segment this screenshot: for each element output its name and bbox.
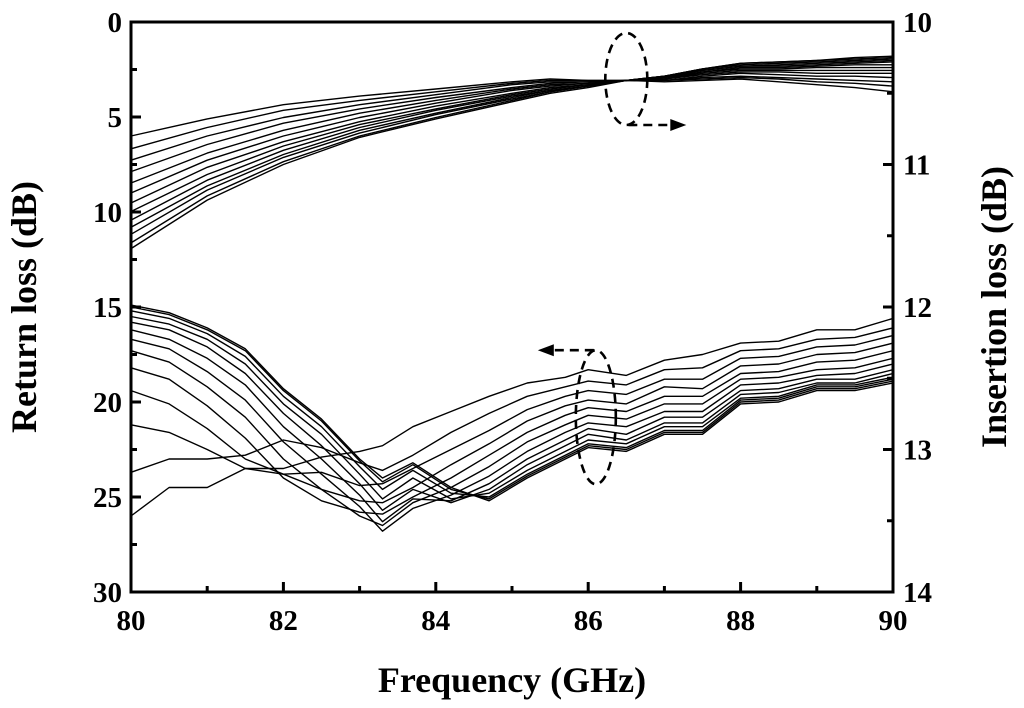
- insertion-loss-line-4: [130, 72, 894, 173]
- return-loss-ellipse: [574, 348, 618, 486]
- return-loss-line-1: [130, 317, 894, 517]
- return-loss-line-6: [130, 350, 894, 527]
- left-tick-label-30: 30: [93, 577, 122, 609]
- insertion-loss-line-10: [130, 59, 894, 228]
- x-axis-title: Frequency (GHz): [378, 660, 646, 700]
- tick-layer: [129, 20, 895, 594]
- return-loss-line-5: [130, 350, 894, 515]
- left-y-axis-title: Return loss (dB): [4, 181, 44, 433]
- right-tick-label-10: 10: [903, 7, 932, 39]
- right-tick-label-11: 11: [903, 150, 930, 182]
- return-loss-line-10: [130, 315, 894, 500]
- x-tick-label-82: 82: [269, 605, 298, 637]
- left-tick-label-20: 20: [93, 387, 122, 419]
- return-loss-line-13: [130, 304, 894, 502]
- left-tick-label-10: 10: [93, 197, 122, 229]
- return-loss-line-8: [130, 329, 894, 523]
- right-tick-label-13: 13: [903, 435, 932, 467]
- plot-frame: [129, 20, 895, 594]
- right-y-axis-title: Insertion loss (dB): [974, 166, 1014, 448]
- left-tick-label-25: 25: [93, 482, 122, 514]
- return-loss-arrow-head: [537, 344, 554, 357]
- insertion-loss-ellipse: [603, 31, 649, 127]
- left-tick-label-0: 0: [108, 7, 123, 39]
- x-tick-label-86: 86: [574, 605, 603, 637]
- x-tick-label-84: 84: [421, 605, 450, 637]
- return-loss-line-11: [130, 310, 894, 498]
- tick-label-layer: 80 82 84 86 88 90 0 5 10 15 20 25 30 10 11 12 13 14: [93, 7, 932, 637]
- right-tick-label-14: 14: [903, 577, 932, 609]
- return-loss-line-3: [130, 334, 894, 487]
- return-loss-line-4: [130, 342, 894, 504]
- return-loss-line-9: [130, 321, 894, 511]
- insertion-loss-line-8: [130, 64, 893, 213]
- series-layer: [130, 55, 894, 532]
- right-tick-label-12: 12: [903, 292, 932, 324]
- x-tick-label-88: 88: [726, 605, 755, 637]
- insertion-loss-arrow-head: [670, 119, 687, 131]
- return-loss-line-7: [130, 338, 894, 532]
- x-tick-label-80: 80: [117, 605, 146, 637]
- left-tick-label-15: 15: [93, 292, 122, 324]
- return-loss-line-2: [130, 327, 894, 473]
- annotation-layer: [537, 31, 687, 486]
- return-loss-line-12: [130, 306, 894, 500]
- x-tick-label-90: 90: [879, 605, 908, 637]
- left-tick-label-5: 5: [108, 102, 123, 134]
- insertion-loss-line-13: [130, 55, 894, 250]
